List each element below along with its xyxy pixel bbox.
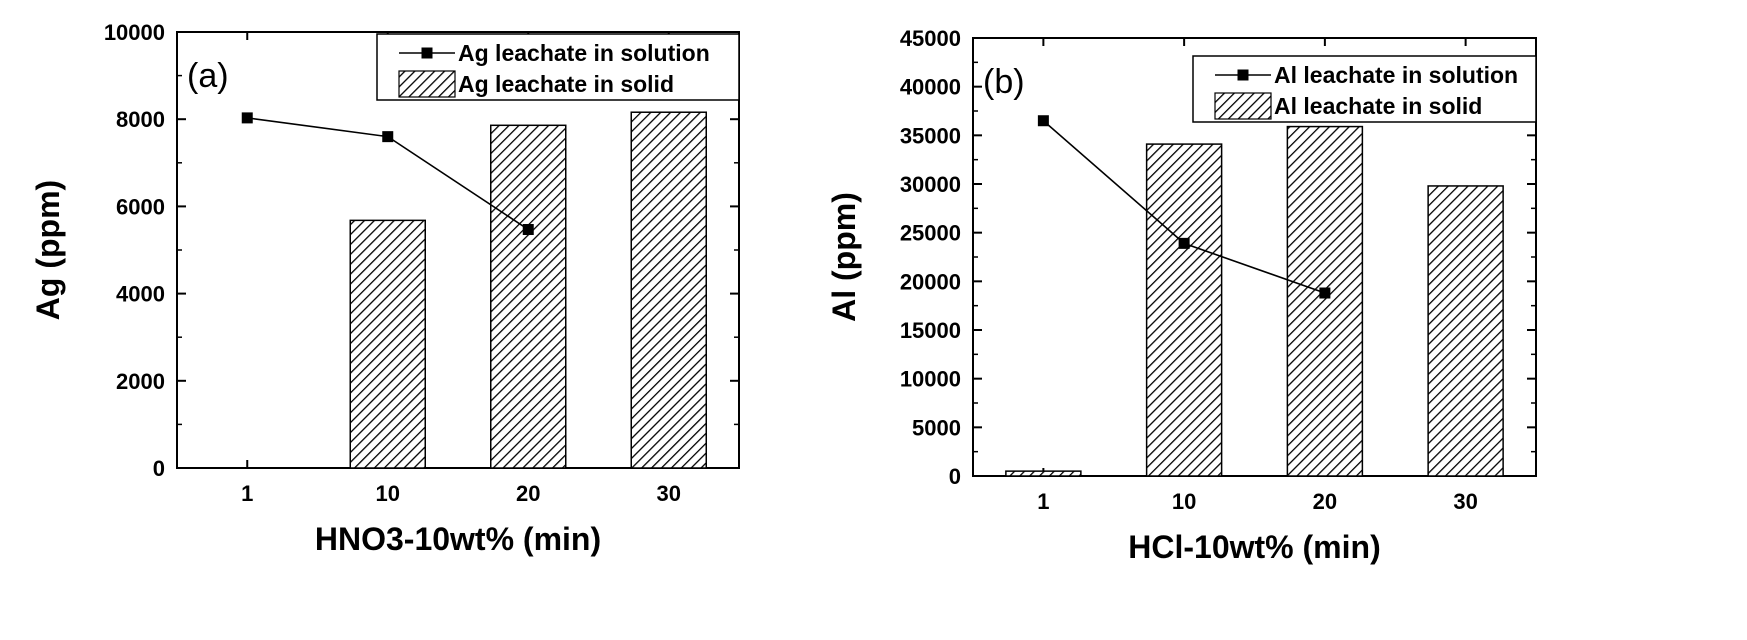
legend-label-solution: Ag leachate in solution <box>458 40 710 66</box>
data-point <box>1319 287 1331 299</box>
y-tick-label: 25000 <box>900 221 961 246</box>
bar <box>630 111 707 469</box>
y-tick-label: 10000 <box>104 20 165 45</box>
bar <box>1427 185 1504 477</box>
x-tick-label: 30 <box>657 481 681 506</box>
x-tick-label: 1 <box>241 481 253 506</box>
y-tick-label: 10000 <box>900 367 961 392</box>
y-tick-label: 15000 <box>900 318 961 343</box>
chart-panel-b: 0 5000 10000 15000 20000 25000 30000 35000 40000… <box>826 26 1537 565</box>
x-tick-label: 20 <box>516 481 540 506</box>
x-tick-label: 20 <box>1313 489 1337 514</box>
y-tick-label: 40000 <box>900 75 961 100</box>
y-tick-label: 0 <box>153 456 165 481</box>
y-tick-label: 2000 <box>116 369 165 394</box>
x-tick-label: 10 <box>376 481 400 506</box>
x-axis-title: HCl-10wt% (min) <box>1128 529 1380 565</box>
legend-label-solid: Ag leachate in solid <box>458 71 674 97</box>
panel-label: (b) <box>983 63 1025 101</box>
x-tick-label: 1 <box>1037 489 1049 514</box>
y-tick-label: 5000 <box>912 415 961 440</box>
data-point <box>382 131 394 143</box>
data-point <box>522 224 534 236</box>
bar <box>1286 125 1364 477</box>
y-tick-label: 4000 <box>116 282 165 307</box>
y-tick-label: 8000 <box>116 107 165 132</box>
x-tick-label: 30 <box>1453 489 1477 514</box>
chart-panel-a: 0 2000 4000 6000 8000 10000 1 10 20 30 (a) Ag leach… <box>30 20 740 557</box>
legend-bar-swatch <box>398 70 456 98</box>
bar <box>1005 470 1082 477</box>
bar <box>490 124 567 469</box>
data-point <box>1037 115 1049 127</box>
bar <box>349 219 426 469</box>
y-tick-label: 30000 <box>900 172 961 197</box>
data-point <box>241 112 253 124</box>
y-tick-label: 45000 <box>900 26 961 51</box>
legend-label-solution: Al leachate in solution <box>1274 62 1518 88</box>
legend-bar-swatch <box>1214 92 1272 120</box>
y-tick-label: 6000 <box>116 194 165 219</box>
y-tick-label: 20000 <box>900 269 961 294</box>
data-point <box>1178 237 1190 249</box>
x-tick-label: 10 <box>1172 489 1196 514</box>
x-axis-title: HNO3-10wt% (min) <box>315 521 601 557</box>
bar <box>1145 143 1223 477</box>
legend-label-solid: Al leachate in solid <box>1274 93 1482 119</box>
legend-marker-swatch <box>1237 69 1249 81</box>
y-axis-title: Al (ppm) <box>826 192 862 322</box>
legend-marker-swatch <box>421 47 433 59</box>
panel-label: (a) <box>187 57 229 95</box>
y-tick-label: 0 <box>949 464 961 489</box>
y-axis-title: Ag (ppm) <box>30 180 66 320</box>
y-tick-label: 35000 <box>900 123 961 148</box>
